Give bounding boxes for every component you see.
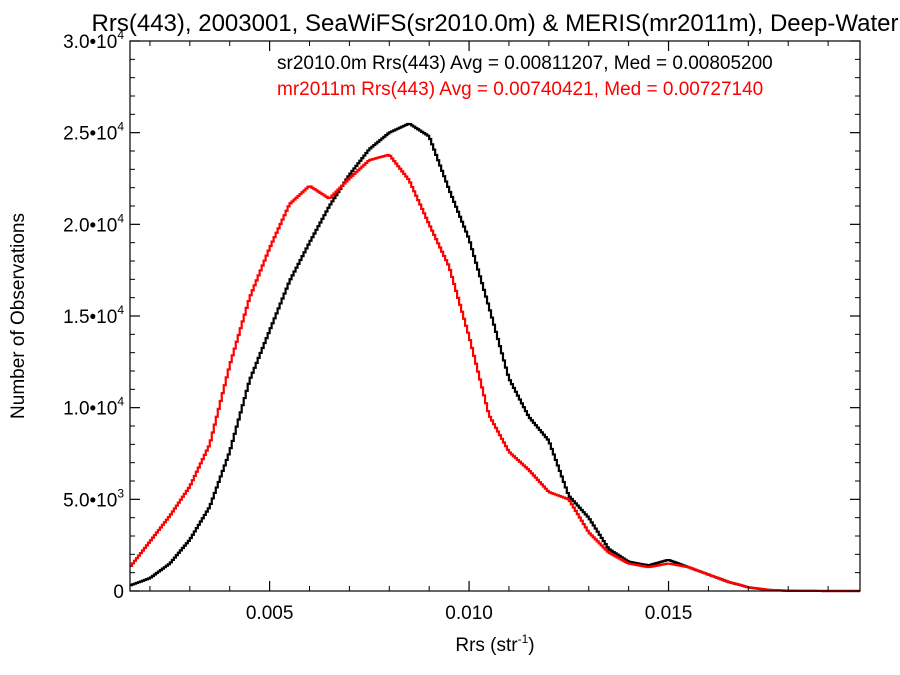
- chart-title: Rrs(443), 2003001, SeaWiFS(sr2010.0m) & …: [92, 10, 899, 37]
- annotations: sr2010.0m Rrs(443) Avg = 0.00811207, Med…: [277, 53, 773, 100]
- x-tick-label: 0.005: [246, 603, 294, 624]
- series-line-0: [130, 122, 860, 593]
- x-ticks: 0.005 0.010 0.015: [149, 41, 829, 624]
- x-axis-label-close: ): [528, 635, 534, 656]
- y-tick-label: 2.5•104: [63, 120, 124, 145]
- y-tick-label: 2.0•104: [63, 211, 124, 236]
- y-ticks: 0 5.0•103 1.0•104 1.5•104 2.0•104 2.5•104 3.0•…: [63, 28, 860, 603]
- y-tick-label: 1.0•104: [63, 395, 124, 420]
- y-tick-label: 3.0•104: [63, 28, 124, 53]
- y-axis-label: Number of Observations: [8, 213, 29, 419]
- x-axis-label-superscript: -1: [518, 632, 529, 646]
- y-tick-label: 5.0•103: [63, 486, 124, 511]
- x-axis-label: Rrs (str-1): [455, 632, 534, 656]
- y-tick-label: 1.5•104: [63, 303, 124, 328]
- x-tick-label: 0.010: [445, 603, 493, 624]
- plot-frame: [129, 40, 861, 592]
- series-line-1: [130, 153, 860, 593]
- x-tick-label: 0.015: [645, 603, 693, 624]
- annotation-0: sr2010.0m Rrs(443) Avg = 0.00811207, Med…: [277, 53, 773, 74]
- x-axis-label-base: Rrs (str: [455, 635, 518, 656]
- series-group: [130, 122, 860, 593]
- y-tick-label: 0: [113, 582, 124, 603]
- annotation-1: mr2011m Rrs(443) Avg = 0.00740421, Med =…: [277, 79, 763, 100]
